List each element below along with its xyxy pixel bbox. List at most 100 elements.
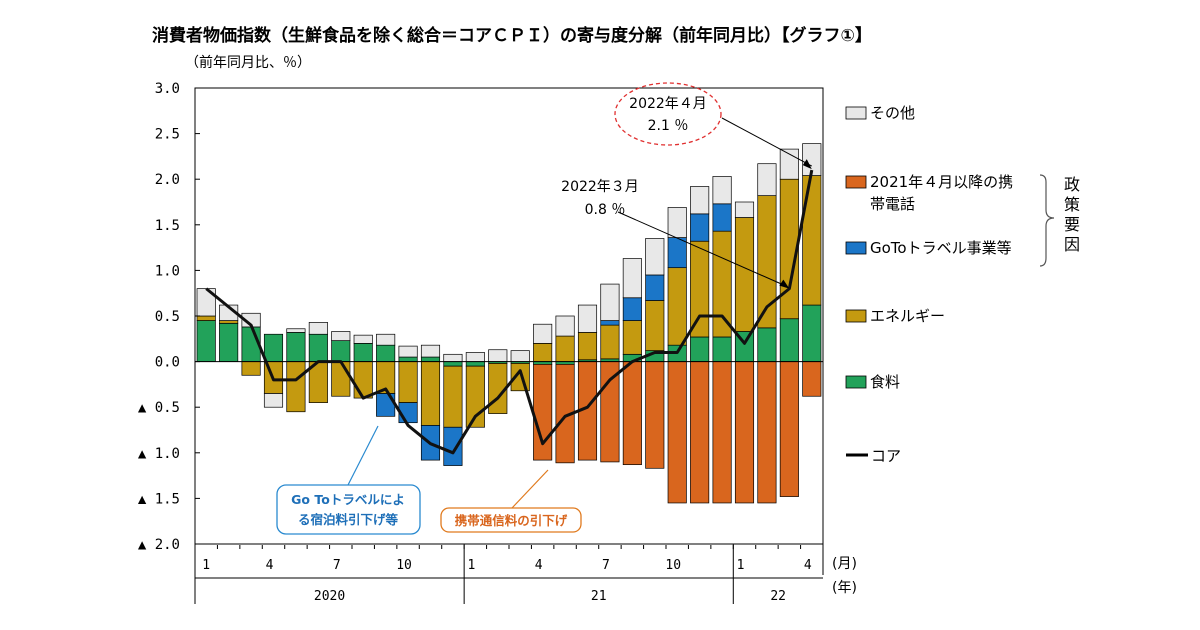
bar-1-2022-04	[802, 175, 822, 306]
arrow-apr2022	[721, 117, 813, 167]
annotation-mar2022-line1: 2022年３月	[561, 179, 639, 195]
policy-bracket-shape	[1039, 174, 1055, 267]
x-month-label: 10	[396, 558, 412, 573]
x-month-label: 1	[202, 558, 210, 573]
bar-0-2020-01	[196, 320, 216, 362]
bar-4-2021-07	[600, 283, 620, 321]
x-month-label: 1	[467, 558, 475, 573]
y-axis-unit: （前年同月比、％）	[185, 54, 311, 71]
legend-swatch	[845, 175, 867, 189]
bar-4-2021-10	[667, 207, 687, 238]
x-year-label: 21	[591, 589, 607, 604]
bar-0-2021-12	[712, 336, 732, 362]
bar-4-2021-04	[533, 323, 553, 344]
bar-2-2021-07	[600, 320, 620, 326]
legend-label: GoToトラベル事業等	[870, 239, 1012, 257]
y-tick-label: 1.0	[155, 263, 180, 279]
core-line-layer	[205, 117, 814, 509]
legend-label: 食料	[870, 373, 900, 391]
bar-3-2021-04	[533, 363, 553, 461]
bar-3-2022-03	[779, 361, 799, 497]
bar-3-2021-10	[667, 361, 687, 504]
bar-1-2020-11	[420, 361, 441, 426]
annotation-mar2022: 2022年３月 0.8 ％	[561, 179, 639, 218]
legend-label: 2021年４月以降の携帯電話	[870, 173, 1013, 213]
bar-1-2021-08	[622, 320, 642, 355]
bar-4-2020-10	[398, 345, 418, 358]
bar-3-2021-07	[600, 361, 620, 463]
bar-0-2020-08	[353, 343, 373, 362]
bar-2-2021-11	[690, 213, 710, 242]
x-year-label: 2020	[314, 589, 345, 604]
x-month-label: 10	[665, 558, 681, 573]
bar-0-2020-05	[286, 332, 306, 362]
bar-4-2021-11	[690, 186, 710, 215]
bar-1-2021-12	[712, 230, 732, 338]
bar-3-2021-11	[690, 361, 710, 504]
bar-1-2020-12	[443, 365, 463, 428]
annotation-apr2022: 2022年４月 2.1 ％	[614, 82, 722, 146]
bar-3-2021-12	[712, 361, 732, 504]
bar-2-2021-10	[667, 237, 687, 269]
legend-swatch	[845, 106, 867, 120]
bar-3-2021-09	[645, 361, 665, 469]
y-tick-label: ▲ 1.0	[138, 446, 180, 462]
bar-4-2020-05	[286, 328, 306, 333]
bar-1-2021-09	[645, 300, 665, 352]
bar-1-2020-02	[219, 320, 239, 324]
arrow-mar2022	[617, 211, 788, 288]
bar-1-2021-11	[690, 240, 710, 338]
y-tick-label: 0.0	[155, 355, 180, 371]
bar-4-2020-06	[308, 322, 328, 335]
policy-bracket: 政策要因	[1039, 174, 1080, 267]
arrowhead-apr2022	[802, 159, 812, 170]
y-tick-label: ▲ 2.0	[138, 537, 180, 553]
policy-label: 政策要因	[1064, 175, 1080, 254]
bar-4-2021-09	[645, 238, 665, 276]
bar-2-2021-12	[712, 203, 732, 232]
bar-0-2020-09	[376, 344, 396, 362]
bar-1-2020-01	[196, 315, 216, 321]
annotation-mobile-box	[440, 507, 582, 533]
bar-0-2021-11	[690, 336, 710, 362]
x-unit-month: (月)	[832, 556, 857, 572]
legend-swatch	[845, 241, 867, 255]
arrowhead-mar2022	[779, 279, 790, 289]
bar-2-2021-09	[645, 274, 665, 301]
annotation-goto-line1: Go Toトラベルによ	[291, 492, 405, 507]
annotation-mobile-line1: 携帯通信料の引下げ	[455, 513, 568, 528]
annotation-apr2022-line1: 2022年４月	[629, 96, 707, 112]
legend-swatch	[845, 309, 867, 323]
bar-0-2020-10	[398, 356, 418, 362]
x-month-label: 7	[333, 558, 341, 573]
bar-4-2020-09	[376, 333, 396, 346]
bar-4-2020-12	[443, 353, 463, 362]
bar-4-2021-08	[622, 258, 642, 299]
annotation-mobile: 携帯通信料の引下げ	[440, 507, 582, 533]
x-month-label: 7	[602, 558, 610, 573]
bar-1-2021-05	[555, 335, 575, 362]
y-tick-label: 1.5	[155, 218, 180, 234]
annotation-goto: Go Toトラベルによ る宿泊料引下げ等	[276, 484, 421, 535]
bar-1-2022-01	[734, 217, 755, 332]
bar-4-2021-03	[510, 350, 530, 362]
bar-3-2022-01	[734, 361, 755, 504]
bar-3-2021-08	[622, 361, 642, 466]
bar-4-2021-06	[577, 304, 598, 333]
bar-1-2020-08	[353, 361, 373, 399]
legend-swatch	[845, 375, 867, 389]
x-unit-year: (年)	[832, 580, 857, 596]
bar-2-2021-08	[622, 297, 642, 321]
annotation-goto-box	[276, 484, 421, 535]
bar-0-2020-12	[443, 361, 463, 367]
bar-series	[195, 143, 823, 504]
y-tick-label: ▲ 0.5	[138, 400, 180, 416]
x-month-label: 1	[737, 558, 745, 573]
bar-1-2021-10	[667, 267, 687, 346]
bar-4-2022-02	[757, 163, 777, 196]
bar-0-2022-03	[779, 318, 799, 362]
x-month-label: 4	[266, 558, 274, 573]
bar-0-2020-11	[420, 356, 441, 362]
